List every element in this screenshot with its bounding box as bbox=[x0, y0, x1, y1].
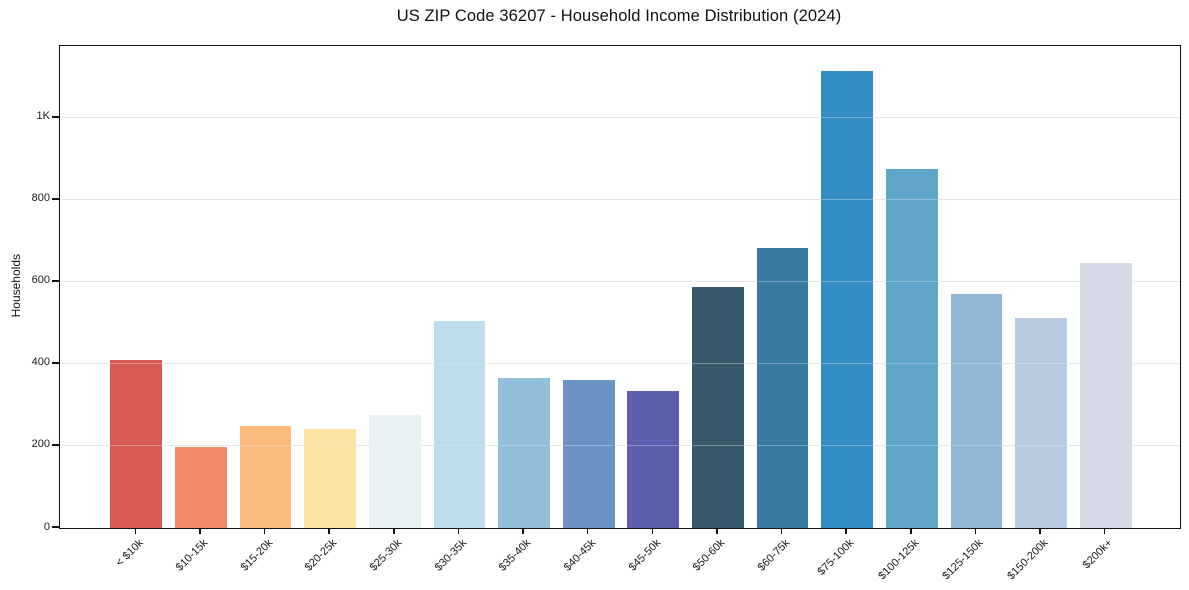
x-tick-mark bbox=[651, 528, 654, 534]
x-tick-label: $25-30k bbox=[367, 537, 405, 574]
y-tick-label: 600 bbox=[31, 274, 50, 287]
x-tick-label: $10-15k bbox=[173, 537, 211, 574]
y-tick-label: 0 bbox=[43, 520, 50, 533]
plot-area bbox=[59, 45, 1181, 529]
bar-slot bbox=[621, 46, 686, 528]
x-tick-mark bbox=[134, 528, 137, 534]
x-tick-mark bbox=[263, 528, 266, 534]
x-axis-tick-marks bbox=[59, 528, 1179, 535]
y-axis-tick-labels: 0 200 400 600 800 1K bbox=[0, 45, 50, 532]
x-tick-mark bbox=[974, 528, 977, 534]
x-tick-label: $50-60k bbox=[690, 537, 728, 574]
bar bbox=[1015, 317, 1067, 528]
bar-slot bbox=[815, 46, 880, 528]
gridline bbox=[60, 281, 1180, 283]
x-tick-label: $45-50k bbox=[626, 537, 663, 574]
y-tick-mark bbox=[52, 280, 59, 282]
x-tick-mark bbox=[522, 528, 524, 534]
y-tick-mark bbox=[52, 116, 59, 118]
bar-slot bbox=[169, 46, 234, 528]
x-tick-label: $60-75k bbox=[755, 537, 793, 574]
y-tick-mark bbox=[52, 526, 59, 528]
y-tick-mark bbox=[52, 362, 59, 364]
gridline-overlay bbox=[60, 363, 1180, 365]
bar bbox=[368, 415, 421, 528]
y-axis-tick-marks bbox=[52, 45, 59, 528]
y-tick-mark bbox=[52, 198, 59, 200]
x-tick-mark bbox=[1103, 528, 1106, 534]
x-tick-label: $35-40k bbox=[496, 537, 534, 574]
x-tick-mark bbox=[780, 528, 783, 534]
bar-slot bbox=[556, 46, 621, 528]
gridline bbox=[60, 117, 1180, 119]
x-tick-mark bbox=[393, 528, 395, 534]
gridline-overlay bbox=[60, 117, 1180, 119]
y-tick-label: 400 bbox=[31, 356, 50, 369]
chart-title: US ZIP Code 36207 - Household Income Dis… bbox=[396, 7, 842, 25]
bar bbox=[175, 446, 227, 528]
x-tick-mark bbox=[199, 528, 201, 534]
gridline bbox=[60, 445, 1180, 447]
bar bbox=[110, 359, 163, 528]
bars-row bbox=[104, 46, 1138, 528]
bar-slot bbox=[880, 46, 945, 528]
bar-slot bbox=[427, 46, 492, 528]
bar bbox=[433, 320, 486, 528]
y-tick-label: 200 bbox=[31, 438, 50, 451]
bar-slot bbox=[1073, 46, 1138, 528]
bar bbox=[304, 428, 357, 528]
bar bbox=[239, 425, 292, 528]
x-tick-label: $20-25k bbox=[303, 537, 340, 574]
x-tick-label: $100-125k bbox=[876, 537, 922, 583]
x-tick-label: < $10k bbox=[113, 537, 146, 570]
bar-slot bbox=[104, 46, 169, 528]
bar-slot bbox=[363, 46, 428, 528]
x-tick-mark bbox=[716, 528, 718, 534]
bar bbox=[562, 379, 615, 528]
x-tick-mark bbox=[910, 528, 912, 534]
x-tick-mark bbox=[328, 528, 330, 534]
bar bbox=[821, 70, 874, 528]
y-tick-label: 800 bbox=[31, 192, 50, 205]
x-tick-mark bbox=[845, 528, 847, 534]
x-tick-mark bbox=[457, 528, 460, 534]
bar bbox=[1079, 263, 1132, 528]
gridline-overlay bbox=[60, 281, 1180, 283]
bar bbox=[950, 294, 1003, 528]
bar-slot bbox=[298, 46, 363, 528]
x-tick-label: $150-200k bbox=[1005, 537, 1051, 583]
bar bbox=[692, 287, 744, 528]
x-tick-label: $30-35k bbox=[432, 537, 469, 574]
x-tick-label: $75-100k bbox=[815, 537, 857, 578]
gridline bbox=[60, 363, 1180, 365]
bar-slot bbox=[944, 46, 1009, 528]
x-tick-label: $15-20k bbox=[238, 537, 276, 574]
y-tick-mark bbox=[52, 444, 59, 446]
bar-slot bbox=[492, 46, 557, 528]
bar-slot bbox=[233, 46, 298, 528]
gridline-overlay bbox=[60, 199, 1180, 201]
x-tick-mark bbox=[1039, 528, 1041, 534]
bar bbox=[498, 378, 550, 528]
x-tick-label: $200k+ bbox=[1080, 537, 1116, 572]
x-tick-label: $125-150k bbox=[940, 537, 986, 583]
x-tick-label: $40-45k bbox=[561, 537, 599, 574]
x-axis-tick-labels: < $10k $10-15k $15-20k $20-25k $25-30k $30-35… bbox=[59, 537, 1179, 589]
bar bbox=[885, 168, 938, 528]
bar-slot bbox=[750, 46, 815, 528]
bar-slot bbox=[686, 46, 751, 528]
x-tick-mark bbox=[586, 528, 589, 534]
bar bbox=[627, 391, 680, 528]
bar-slot bbox=[1009, 46, 1074, 528]
gridline bbox=[60, 199, 1180, 201]
bar bbox=[756, 248, 809, 528]
gridline-overlay bbox=[60, 445, 1180, 447]
y-tick-label: 1K bbox=[36, 110, 50, 123]
